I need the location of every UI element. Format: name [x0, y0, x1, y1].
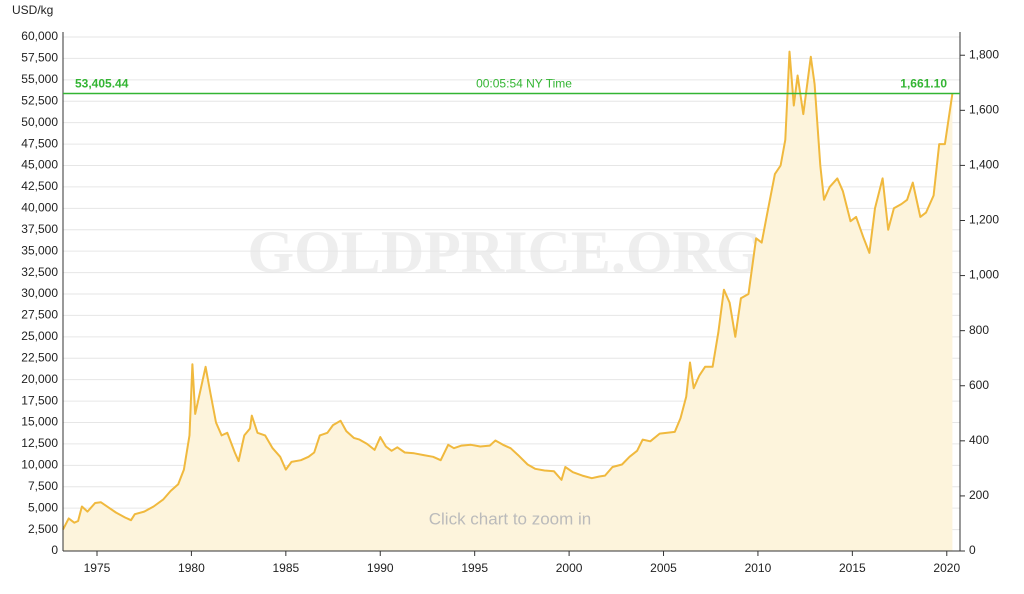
- y2-tick-label: 0: [969, 543, 976, 557]
- y-tick-label: 42,500: [21, 179, 58, 193]
- y-tick-label: 40,000: [21, 201, 58, 215]
- current-price-oz-label: 1,661.10: [900, 77, 947, 91]
- x-tick-label: 2020: [933, 561, 960, 575]
- y-tick-label: 17,500: [21, 393, 58, 407]
- y-tick-label: 15,000: [21, 415, 58, 429]
- y-tick-label: 50,000: [21, 115, 58, 129]
- x-tick-label: 2015: [839, 561, 866, 575]
- x-tick-label: 1975: [84, 561, 111, 575]
- y-tick-label: 10,000: [21, 458, 58, 472]
- y-tick-label: 12,500: [21, 436, 58, 450]
- x-tick-label: 1980: [178, 561, 205, 575]
- y-tick-label: 25,000: [21, 329, 58, 343]
- x-tick-label: 2000: [556, 561, 583, 575]
- y-tick-label: 35,000: [21, 243, 58, 257]
- y-tick-label: 52,500: [21, 93, 58, 107]
- y-tick-label: 7,500: [28, 479, 58, 493]
- y2-tick-label: 1,000: [969, 268, 999, 282]
- y2-tick-label: 1,600: [969, 102, 999, 116]
- hint: Click chart to zoom in: [429, 509, 592, 528]
- y-tick-label: 5,000: [28, 500, 58, 514]
- y-tick-label: 0: [51, 543, 58, 557]
- y-tick-label: 37,500: [21, 222, 58, 236]
- y-tick-label: 47,500: [21, 136, 58, 150]
- current-price-label: 53,405.44: [75, 77, 129, 91]
- y-tick-label: 22,500: [21, 350, 58, 364]
- line: [62, 50, 954, 531]
- y2-tick-label: 1,800: [969, 47, 999, 61]
- y-axis-label: USD/kg: [12, 3, 53, 17]
- y2-tick-label: 1,400: [969, 158, 999, 172]
- y-tick-label: 60,000: [21, 29, 58, 43]
- y-tick-label: 27,500: [21, 308, 58, 322]
- y2-tick-label: 1,200: [969, 213, 999, 227]
- x-tick-label: 2010: [745, 561, 772, 575]
- y2-tick-label: 600: [969, 378, 989, 392]
- x-tick-label: 1985: [272, 561, 299, 575]
- y-tick-label: 20,000: [21, 372, 58, 386]
- y2-tick-label: 800: [969, 323, 989, 337]
- x-tick-label: 2005: [650, 561, 677, 575]
- area: [63, 51, 953, 551]
- x-tick-label: 1990: [367, 561, 394, 575]
- y2-tick-label: 200: [969, 488, 989, 502]
- y-tick-label: 55,000: [21, 72, 58, 86]
- y-tick-label: 2,500: [28, 522, 58, 536]
- x-tick-label: 1995: [461, 561, 488, 575]
- y-tick-label: 30,000: [21, 286, 58, 300]
- y2-tick-label: 400: [969, 433, 989, 447]
- y-tick-label: 32,500: [21, 265, 58, 279]
- y-tick-label: 45,000: [21, 158, 58, 172]
- y-tick-label: 57,500: [21, 51, 58, 65]
- watermark: GOLDPRICE.ORG: [247, 219, 762, 285]
- current-time-label: 00:05:54 NY Time: [476, 77, 572, 91]
